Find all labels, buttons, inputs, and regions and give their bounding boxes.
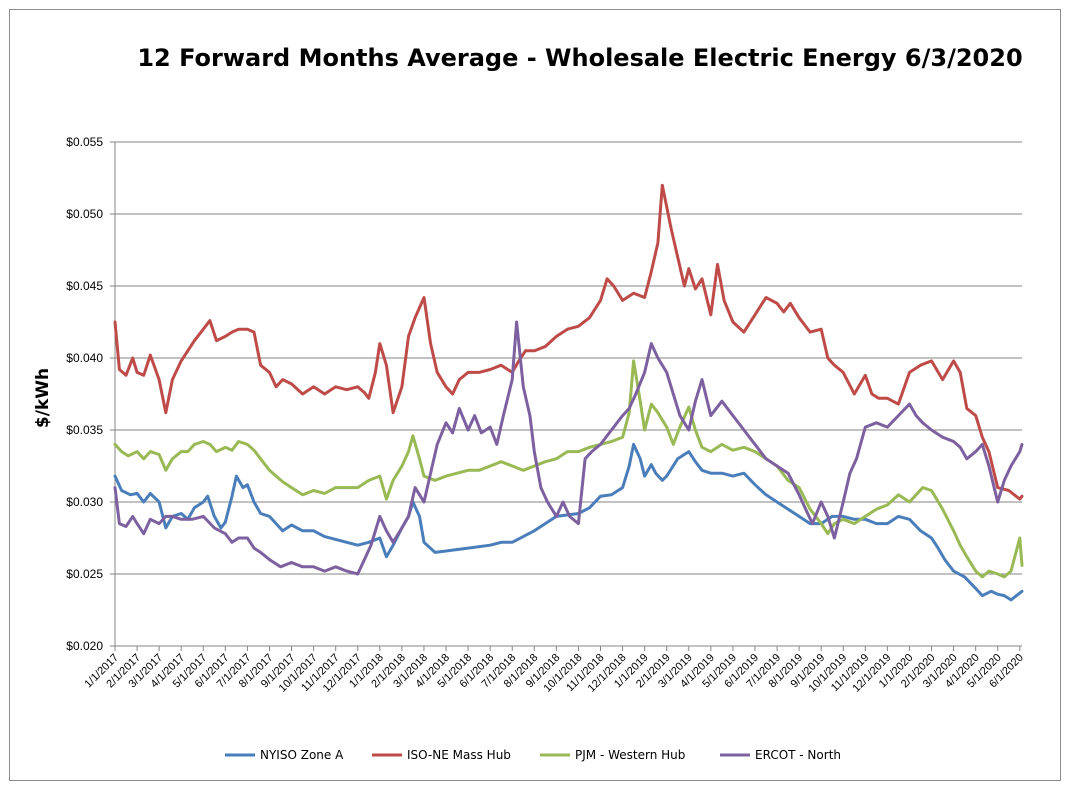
- series-line-iso-ne-mass-hub: [113, 183, 1024, 501]
- gridlines: [115, 141, 1022, 575]
- legend-label: NYISO Zone A: [260, 748, 344, 762]
- y-tick-label: $0.040: [66, 351, 103, 365]
- legend-label: ISO-NE Mass Hub: [407, 748, 511, 762]
- x-tick-labels: 1/1/20172/1/20173/1/20174/1/20175/1/2017…: [82, 652, 1026, 695]
- y-tick-label: $0.055: [66, 135, 103, 149]
- series-line-pjm-western-hub: [113, 359, 1024, 579]
- series-line-ercot-north: [113, 320, 1024, 576]
- legend-label: PJM - Western Hub: [575, 748, 685, 762]
- y-tick-label: $0.020: [66, 639, 103, 653]
- y-tick-label: $0.025: [66, 567, 103, 581]
- y-tick-label: $0.035: [66, 423, 103, 437]
- axes: [110, 141, 1022, 651]
- legend: NYISO Zone A ISO-NE Mass Hub PJM - Western…: [225, 748, 841, 762]
- y-tick-label: $0.045: [66, 279, 103, 293]
- legend-label: ERCOT - North: [755, 748, 841, 762]
- y-axis-label: $/kWh: [33, 368, 53, 428]
- series-line-nyiso-zone-a: [113, 442, 1024, 602]
- series-lines: [113, 183, 1024, 602]
- y-tick-label: $0.030: [66, 495, 103, 509]
- chart-frame: [9, 9, 1061, 781]
- y-tick-labels: $0.020 $0.025 $0.030 $0.035 $0.040 $0.045 $0.0…: [66, 135, 103, 653]
- y-tick-label: $0.050: [66, 207, 103, 221]
- chart-title: 12 Forward Months Average - Wholesale El…: [137, 44, 1023, 72]
